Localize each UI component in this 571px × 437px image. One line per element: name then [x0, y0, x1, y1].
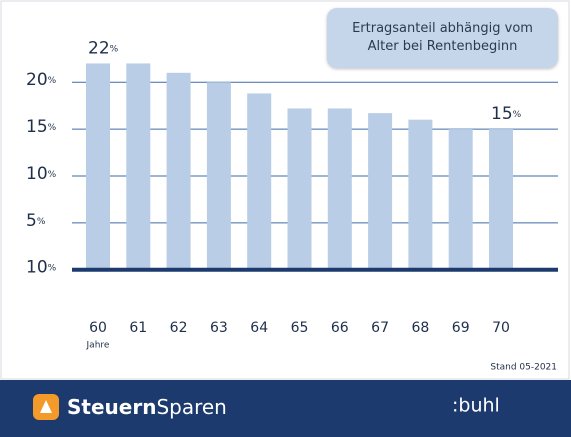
bar: [86, 63, 110, 270]
footer-graphics: SteuernSparen :buhl: [33, 394, 500, 420]
x-tick-label: 69: [452, 320, 470, 336]
bar: [247, 93, 272, 270]
brand-regular: Sparen: [156, 395, 226, 419]
y-tick-label: 15%: [26, 117, 57, 137]
x-tick-label: 62: [170, 320, 188, 336]
value-label-unit: %: [110, 44, 119, 54]
y-tick-label: 20%: [26, 70, 57, 90]
x-tick-label: 66: [331, 320, 349, 336]
bar: [408, 119, 433, 270]
bar: [166, 72, 191, 270]
x-tick-label: 64: [250, 320, 268, 336]
partner: :buhl: [452, 395, 500, 417]
value-label: 15%: [491, 104, 522, 124]
y-tick-unit: %: [48, 76, 57, 86]
x-tick-label: 60: [89, 320, 107, 336]
value-label: 22%: [88, 38, 119, 58]
y-tick-label: 10%: [26, 164, 57, 184]
bar: [206, 82, 231, 270]
x-axis-label: Jahre: [86, 341, 110, 351]
y-tick-value: 20: [26, 70, 48, 90]
y-tick-value: 5: [26, 211, 37, 231]
x-tick-label: 61: [129, 320, 147, 336]
y-tick-value: 10: [26, 164, 48, 184]
value-label-unit: %: [513, 110, 522, 120]
bar: [489, 129, 513, 270]
bar: [368, 113, 393, 270]
brand-bold: Steuern: [67, 395, 156, 419]
bar: [448, 129, 473, 270]
y-tick-unit: %: [48, 263, 57, 273]
note: Stand 05-2021: [490, 363, 557, 373]
y-tick-value: 15: [26, 117, 48, 137]
y-tick-value: 10: [26, 258, 48, 278]
y-tick-label: 10%: [26, 258, 57, 278]
bar: [126, 63, 151, 270]
value-label-number: 22: [88, 38, 110, 58]
chart-title: Ertragsanteil abhängig vom Alter bei Ren…: [327, 8, 558, 68]
brand: SteuernSparen: [67, 395, 227, 419]
y-tick-unit: %: [48, 123, 57, 133]
x-tick-label: 67: [371, 320, 389, 336]
x-tick-label: 68: [411, 320, 429, 336]
value-label-number: 15: [491, 104, 513, 124]
x-tick-label: 70: [492, 320, 510, 336]
bar: [327, 108, 352, 270]
footer: SteuernSparen :buhl: [0, 380, 571, 437]
bar: [287, 108, 312, 270]
logo-mark: [40, 400, 52, 413]
x-tick-label: 63: [210, 320, 228, 336]
y-tick-label: 5%: [26, 211, 46, 231]
y-tick-unit: %: [48, 169, 57, 179]
y-tick-unit: %: [37, 216, 46, 226]
x-tick-label: 65: [291, 320, 309, 336]
